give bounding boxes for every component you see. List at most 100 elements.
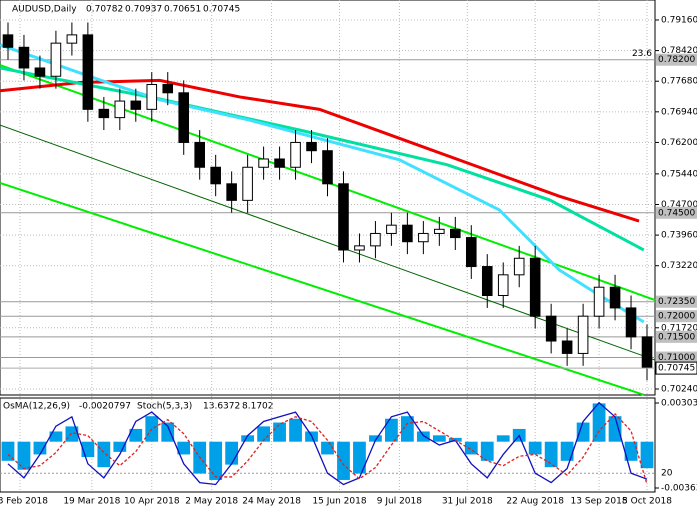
header: AUDUSD,Daily 0.70782 0.70937 0.70651 0.7… bbox=[12, 5, 240, 15]
stoch-name: Stoch(5,3,3) bbox=[137, 402, 192, 412]
candle-body bbox=[561, 340, 573, 354]
candle-body bbox=[146, 84, 158, 110]
candle-body bbox=[50, 42, 62, 77]
candle-body bbox=[529, 257, 541, 317]
candle-body bbox=[450, 228, 461, 239]
osma-bar bbox=[369, 435, 382, 442]
x-tick-label: 19 Mar 2018 bbox=[63, 497, 120, 507]
osc-layer bbox=[0, 401, 655, 486]
candle-body bbox=[609, 286, 621, 309]
stoch-value: 8.1702 bbox=[242, 402, 274, 412]
candle-body bbox=[593, 286, 605, 317]
y-tick-label: 0.75440 bbox=[661, 169, 697, 179]
x-tick-label: 5 Oct 2018 bbox=[622, 497, 672, 507]
candle-body bbox=[258, 158, 269, 168]
level-label: 0.71500 bbox=[658, 332, 695, 342]
osma-bar bbox=[17, 441, 31, 470]
x-tick-label: 2 May 2018 bbox=[185, 497, 238, 507]
chart-title: AUDUSD,Daily bbox=[12, 5, 77, 15]
candle-body bbox=[322, 150, 333, 185]
osma-bar bbox=[353, 441, 366, 474]
level-label: 0.78200 bbox=[658, 55, 695, 65]
osma-bar bbox=[1, 441, 15, 461]
level-box bbox=[656, 330, 697, 343]
x-tick-label: 9 Jul 2018 bbox=[377, 497, 422, 507]
candle-body bbox=[162, 84, 174, 94]
candle-body bbox=[465, 237, 477, 268]
level-box bbox=[656, 310, 697, 323]
candle-body bbox=[641, 336, 653, 369]
osma-bar bbox=[209, 441, 223, 480]
osma-bar bbox=[177, 441, 191, 455]
candle-body bbox=[545, 315, 557, 342]
level-box bbox=[656, 206, 697, 219]
x-tick-label: 23 Feb 2018 bbox=[0, 497, 48, 507]
header-value: 0.70745 bbox=[203, 5, 240, 15]
level-box bbox=[656, 295, 697, 308]
line-series bbox=[0, 124, 656, 361]
osma-bar bbox=[480, 441, 494, 461]
level-box bbox=[656, 351, 697, 364]
osma-bar bbox=[560, 441, 574, 461]
osma-bar bbox=[225, 441, 239, 465]
y-tick-label: 0.71720 bbox=[661, 323, 697, 333]
stoch-line bbox=[7, 413, 648, 485]
line-series bbox=[0, 43, 645, 324]
y-tick-label: 0.73220 bbox=[661, 261, 697, 271]
level-box bbox=[656, 53, 697, 66]
x-tick-label: 24 May 2018 bbox=[242, 497, 301, 507]
y-tick-label: 0.003034 bbox=[661, 398, 697, 408]
candle-body bbox=[194, 141, 205, 168]
osma-bar bbox=[544, 441, 558, 468]
candle-body bbox=[354, 245, 365, 251]
osma-value: -0.0020797 bbox=[79, 402, 131, 412]
osma-bar bbox=[321, 441, 334, 455]
osma-bar bbox=[608, 416, 622, 442]
stoch-line bbox=[7, 401, 648, 486]
y-tick-label: 0.74700 bbox=[661, 200, 697, 210]
candle-body bbox=[513, 257, 525, 276]
osma-bar bbox=[640, 441, 654, 469]
current-price-label: 0.70745 bbox=[658, 364, 695, 374]
osma-bar bbox=[289, 418, 302, 442]
candle-body bbox=[434, 228, 445, 234]
osma-bar bbox=[576, 422, 590, 442]
candle-body bbox=[242, 166, 253, 201]
candle-body bbox=[481, 266, 493, 297]
x-tick-label: 10 Apr 2018 bbox=[124, 497, 180, 507]
osma-name: OsMA(12,26,9) bbox=[3, 402, 70, 412]
osc-header: OsMA(12,26,9) -0.0020797 Stoch(5,3,3) 13… bbox=[3, 402, 274, 412]
osma-bar bbox=[337, 441, 350, 480]
osma-bar bbox=[33, 441, 47, 455]
candle-body bbox=[18, 46, 30, 69]
osma-bar bbox=[528, 441, 542, 455]
candle-body bbox=[338, 183, 349, 251]
osma-bar bbox=[385, 418, 398, 442]
level-label: 0.71000 bbox=[658, 353, 695, 363]
candle-body bbox=[306, 141, 317, 152]
stoch-value: 13.6372 bbox=[203, 402, 240, 412]
y-tick-label: -0.003631 bbox=[661, 483, 697, 493]
candle-body bbox=[418, 232, 429, 243]
x-tick-label: 22 Aug 2018 bbox=[506, 497, 564, 507]
candle-body bbox=[370, 232, 381, 247]
y-tick-label: 0.77680 bbox=[661, 77, 697, 87]
candle-body bbox=[2, 34, 14, 48]
candle-body bbox=[98, 108, 110, 119]
plot-layer bbox=[0, 0, 656, 492]
line-series bbox=[0, 182, 645, 396]
x-tick-label: 13 Sep 2018 bbox=[571, 497, 628, 507]
line-series bbox=[0, 66, 645, 252]
osma-bar bbox=[432, 435, 446, 442]
level-label: 0.74500 bbox=[658, 208, 695, 218]
osma-bar bbox=[273, 422, 286, 442]
candle-body bbox=[386, 224, 397, 234]
osma-bar bbox=[464, 441, 478, 455]
y-tick-label: 0.78420 bbox=[661, 46, 697, 56]
osma-bar bbox=[65, 426, 79, 442]
osma-bar bbox=[129, 428, 143, 442]
candle-body bbox=[210, 166, 221, 185]
osma-bar bbox=[592, 403, 606, 442]
candle-body bbox=[130, 100, 142, 110]
candle-body bbox=[497, 274, 509, 297]
